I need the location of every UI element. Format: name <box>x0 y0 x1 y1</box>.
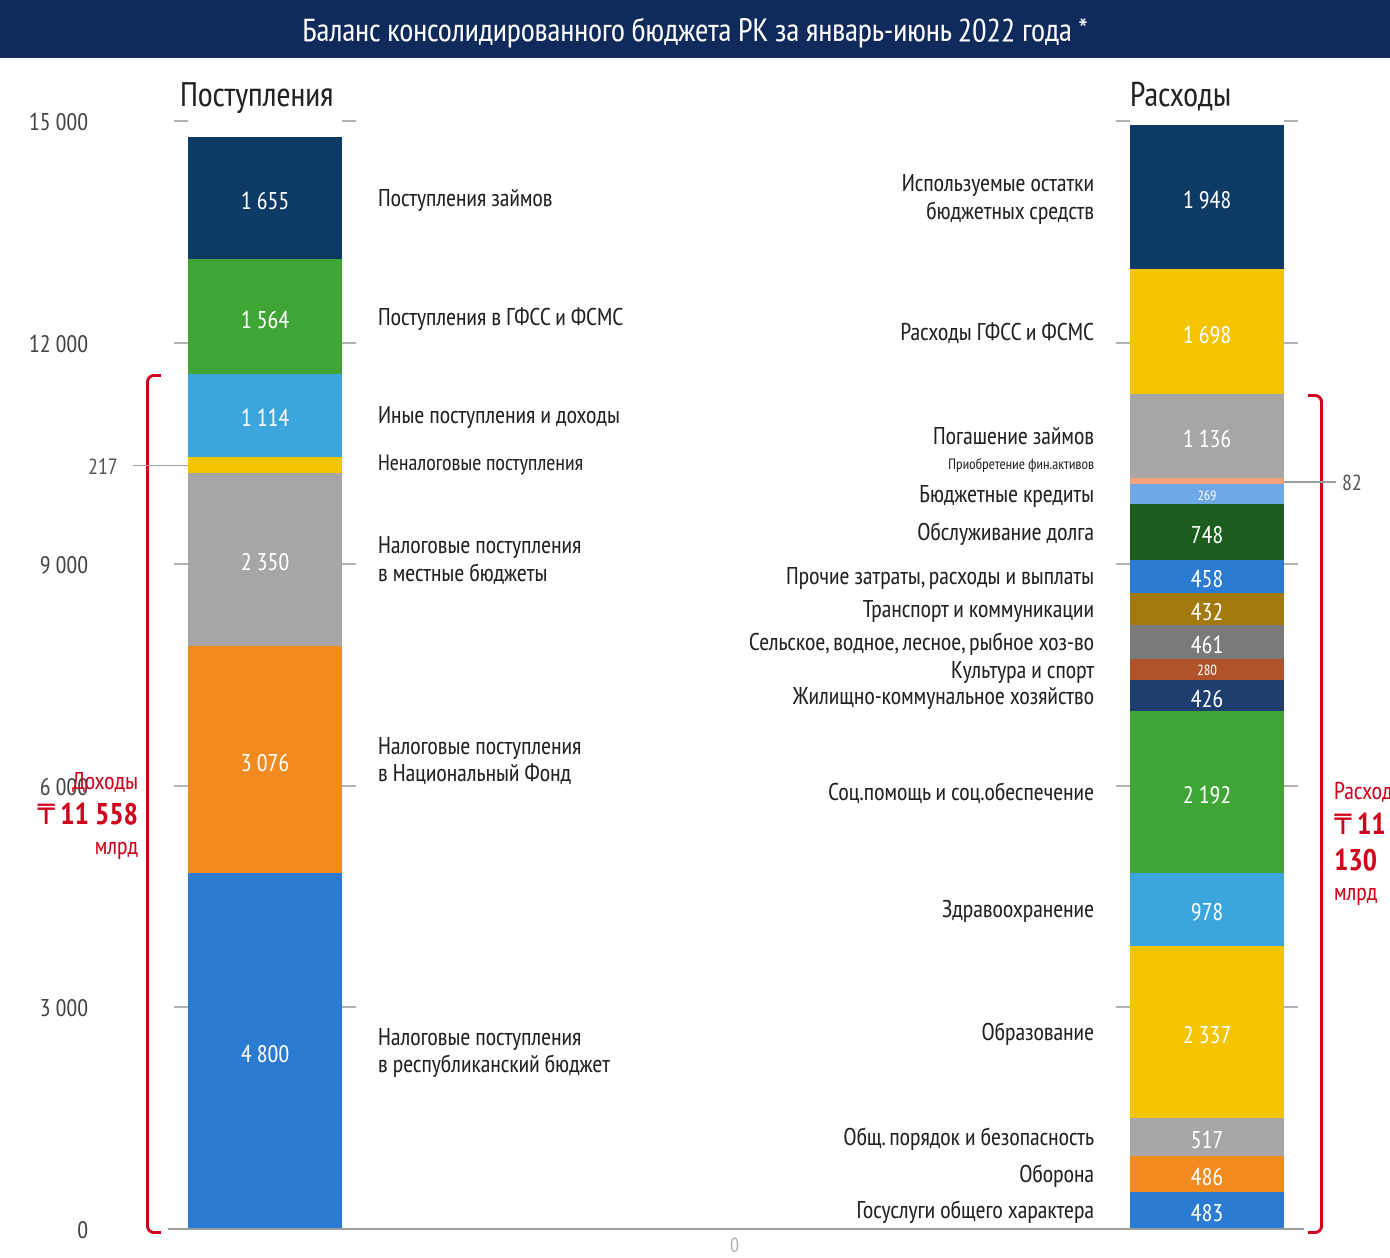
grid-tick <box>174 120 188 122</box>
grid-tick <box>1116 1006 1130 1008</box>
grid-tick <box>1284 785 1298 787</box>
grid-tick <box>1284 563 1298 565</box>
expense-seg-3 <box>1130 946 1284 1119</box>
expense-seg-5 <box>1130 711 1284 873</box>
revenues-callout-unit: млрд <box>95 830 138 861</box>
revenue-seg-6 <box>188 137 342 259</box>
grid-tick <box>342 785 356 787</box>
grid-tick <box>1116 120 1130 122</box>
grid-tick <box>1116 785 1130 787</box>
grid-tick <box>174 1006 188 1008</box>
expenses-callout: Расходы ₸ 11 130 млрд <box>1334 777 1390 907</box>
leader-label-217: 217 <box>88 453 118 481</box>
revenue-label-4: Иные поступления и доходы <box>378 401 620 429</box>
expense-seg-11 <box>1130 504 1284 559</box>
expense-label-1: Оборона <box>1019 1160 1094 1188</box>
zero-axis-label: 0 <box>730 1232 739 1258</box>
revenue-seg-0 <box>188 873 342 1228</box>
revenue-seg-5 <box>188 259 342 375</box>
leader-line-82 <box>1284 481 1336 483</box>
grid-tick <box>1116 342 1130 344</box>
expenses-bracket <box>1308 394 1323 1234</box>
expense-label-11: Обслуживание долга <box>917 518 1094 546</box>
grid-tick <box>1284 1006 1298 1008</box>
revenue-label-1: Налоговые поступленияв Национальный Фонд <box>378 732 581 787</box>
left-column-title: Поступления <box>180 72 333 116</box>
revenue-seg-2 <box>188 473 342 647</box>
revenues-callout-label: Доходы <box>72 765 138 796</box>
grid-tick <box>1116 563 1130 565</box>
expenses-stacked-bar: 4834865172 3379782 192426280461432458748… <box>1130 125 1284 1228</box>
revenue-seg-1 <box>188 646 342 873</box>
expense-label-3: Образование <box>981 1018 1094 1046</box>
expense-seg-4 <box>1130 873 1284 945</box>
grid-tick <box>342 1006 356 1008</box>
expense-label-15: Расходы ГФСС и ФСМС <box>900 318 1094 346</box>
revenues-bracket <box>146 374 161 1234</box>
grid-tick <box>342 342 356 344</box>
grid-tick <box>1284 342 1298 344</box>
expenses-callout-label: Расходы <box>1334 775 1390 806</box>
expense-label-12: Бюджетные кредиты <box>919 480 1094 508</box>
right-column-title: Расходы <box>1130 72 1231 116</box>
expenses-callout-unit: млрд <box>1334 876 1377 907</box>
x-axis <box>168 1228 1304 1230</box>
expense-seg-14 <box>1130 394 1284 478</box>
expense-seg-16 <box>1130 125 1284 269</box>
chart-title: Баланс консолидированного бюджета РК за … <box>302 8 1087 50</box>
expense-label-9: Транспорт и коммуникации <box>863 595 1094 623</box>
revenue-label-5: Поступления в ГФСС и ФСМС <box>378 303 623 331</box>
leader-label-82: 82 <box>1342 469 1362 497</box>
expense-label-4: Здравоохранение <box>942 895 1094 923</box>
expense-seg-12 <box>1130 484 1284 504</box>
expense-seg-15 <box>1130 269 1284 394</box>
grid-tick <box>174 342 188 344</box>
revenue-label-0: Налоговые поступленияв республиканский б… <box>378 1023 610 1078</box>
chart-title-bar: Баланс консолидированного бюджета РК за … <box>0 0 1390 58</box>
grid-tick <box>174 785 188 787</box>
expense-label-10: Прочие затраты, расходы и выплаты <box>786 562 1094 590</box>
expense-seg-0 <box>1130 1192 1284 1228</box>
expense-label-13: Приобретение фин.активов <box>948 456 1094 473</box>
ytick-3: 9 000 <box>18 549 88 580</box>
revenue-label-2: Налоговые поступленияв местные бюджеты <box>378 531 581 586</box>
expense-seg-9 <box>1130 593 1284 625</box>
expense-label-0: Госуслуги общего характера <box>856 1196 1094 1224</box>
expense-seg-6 <box>1130 680 1284 711</box>
leader-line-217 <box>133 465 188 467</box>
expense-label-8: Сельское, водное, лесное, рыбное хоз-во <box>749 628 1094 656</box>
grid-tick <box>342 563 356 565</box>
expense-seg-7 <box>1130 659 1284 680</box>
expense-label-7: Культура и спорт <box>951 656 1094 684</box>
revenues-callout: Доходы ₸ 11 558 млрд <box>0 767 138 861</box>
expense-seg-1 <box>1130 1156 1284 1192</box>
tenge-symbol: ₸ <box>1334 805 1352 842</box>
grid-tick <box>174 563 188 565</box>
expense-label-6: Жилищно-коммунальное хозяйство <box>793 682 1094 710</box>
revenue-label-6: Поступления займов <box>378 184 552 212</box>
revenue-label-3: Неналоговые поступления <box>378 451 583 476</box>
expense-label-14: Погашение займов <box>933 422 1094 450</box>
expense-seg-13 <box>1130 478 1284 484</box>
ytick-0: 0 <box>18 1214 88 1245</box>
ytick-1: 3 000 <box>18 992 88 1023</box>
expense-seg-10 <box>1130 560 1284 594</box>
grid-tick <box>342 120 356 122</box>
expense-seg-8 <box>1130 625 1284 659</box>
ytick-5: 15 000 <box>18 106 88 137</box>
revenues-stacked-bar: 4 8003 0762 3501 1141 5641 655 <box>188 137 342 1228</box>
revenue-seg-3 <box>188 457 342 473</box>
expense-label-5: Соц.помощь и соц.обеспечение <box>828 778 1094 806</box>
revenue-seg-4 <box>188 374 342 456</box>
revenues-callout-amount: 11 558 <box>60 794 138 833</box>
grid-tick <box>1284 120 1298 122</box>
tenge-symbol: ₸ <box>37 795 55 832</box>
expense-label-16: Используемые остаткибюджетных средств <box>902 169 1094 224</box>
expense-seg-2 <box>1130 1118 1284 1156</box>
expense-label-2: Общ. порядок и безопасность <box>843 1123 1094 1151</box>
ytick-4: 12 000 <box>18 328 88 359</box>
